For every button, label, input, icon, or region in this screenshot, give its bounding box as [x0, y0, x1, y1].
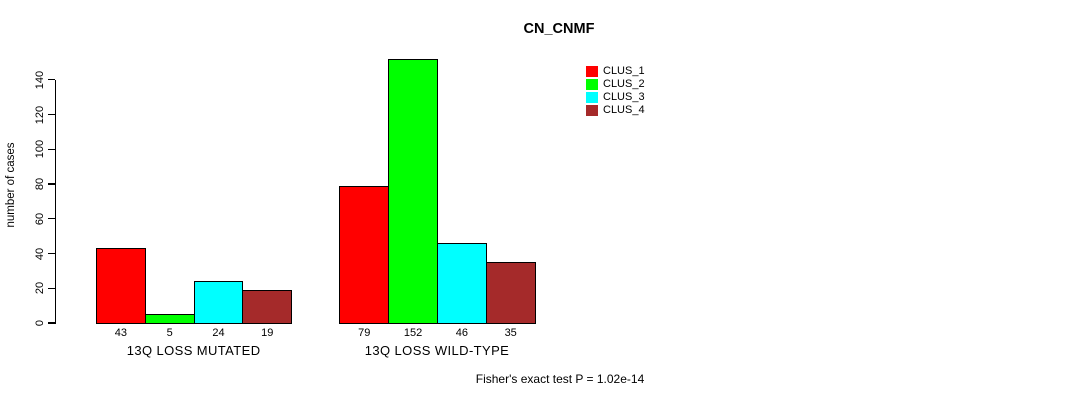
y-tick — [48, 113, 55, 116]
bar-CLUS_4 — [485, 262, 536, 324]
bar-value-label: 35 — [504, 327, 517, 339]
y-tick — [48, 287, 55, 289]
y-tick-label: 120 — [34, 105, 46, 124]
y-tick-label: 0 — [34, 319, 46, 327]
bar-value-label: 79 — [358, 327, 371, 339]
fisher-test-annotation: Fisher's exact test P = 1.02e-14 — [475, 372, 645, 386]
bar-value-label: 5 — [166, 327, 173, 339]
chart-title: CN_CNMF — [523, 21, 595, 37]
y-tick — [48, 218, 55, 220]
y-axis-line — [55, 79, 57, 324]
x-category-label: 13Q LOSS MUTATED — [126, 343, 261, 358]
y-tick — [48, 322, 55, 324]
bar-CLUS_4 — [242, 290, 293, 324]
legend-item: CLUS_1 — [586, 65, 645, 78]
y-tick-label: 20 — [34, 282, 46, 295]
legend-item: CLUS_2 — [586, 78, 645, 91]
legend-item-label: CLUS_1 — [603, 65, 645, 77]
y-tick-label: 60 — [34, 212, 46, 225]
y-tick-label: 100 — [34, 140, 46, 159]
legend-swatch-CLUS_2 — [586, 79, 598, 90]
x-category-label: 13Q LOSS WILD-TYPE — [364, 343, 510, 358]
y-tick-label: 40 — [34, 247, 46, 260]
y-tick-label: 80 — [34, 177, 46, 191]
legend-item-label: CLUS_4 — [603, 104, 645, 116]
legend-item: CLUS_3 — [586, 91, 645, 104]
bar-value-label: 46 — [455, 327, 469, 339]
legend-swatch-CLUS_1 — [586, 66, 598, 77]
bar-CLUS_3 — [193, 281, 244, 324]
bar-value-label: 19 — [261, 327, 274, 339]
y-tick — [48, 252, 55, 255]
legend: CLUS_1 CLUS_2 CLUS_3 CLUS_4 — [586, 65, 645, 117]
y-tick-label: 140 — [34, 70, 46, 90]
y-tick — [48, 148, 55, 150]
legend-item-label: CLUS_3 — [603, 91, 645, 103]
legend-item: CLUS_4 — [586, 104, 645, 117]
y-tick — [48, 79, 55, 81]
bar-CLUS_1 — [339, 185, 390, 324]
bar-CLUS_1 — [96, 248, 146, 324]
bar-value-label: 152 — [403, 327, 423, 339]
legend-swatch-CLUS_3 — [586, 92, 598, 103]
bar-value-label: 24 — [212, 327, 225, 339]
bar-CLUS_3 — [437, 243, 487, 324]
y-tick — [48, 183, 55, 185]
bar-value-label: 43 — [114, 327, 128, 339]
bar-CLUS_2 — [388, 59, 438, 324]
bar-CLUS_2 — [144, 314, 195, 324]
legend-item-label: CLUS_2 — [603, 78, 645, 90]
legend-swatch-CLUS_4 — [586, 105, 598, 116]
